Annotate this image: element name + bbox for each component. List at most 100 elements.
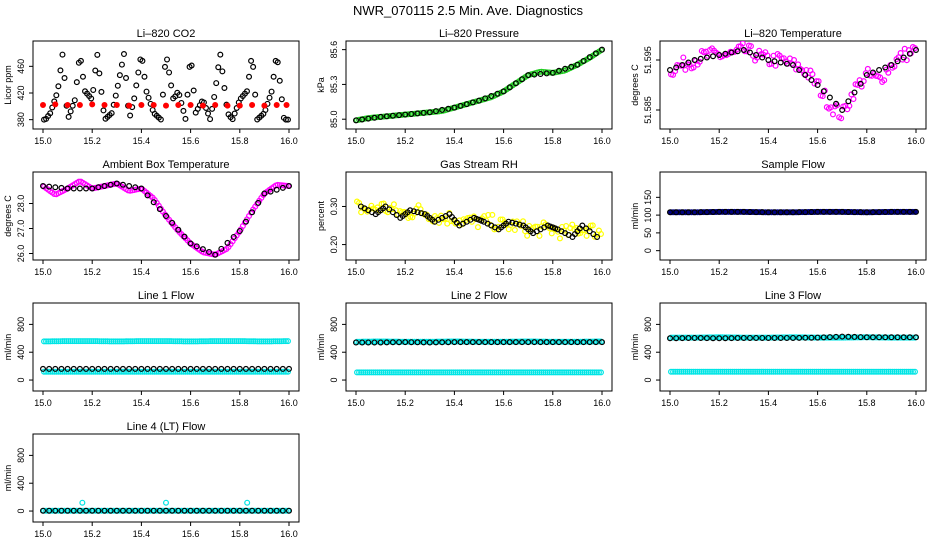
point-black [181,233,188,240]
point-cyan [217,338,224,345]
point-black [851,333,858,340]
point-cyan [79,338,86,345]
point-black [61,74,68,81]
point-black [101,183,108,190]
point-black [562,339,569,346]
point-cyan [844,368,851,375]
y-tick-label: 800 [643,317,653,332]
point-cyan [840,368,847,375]
y-tick-label: 400 [16,476,26,491]
point-cyan [276,338,283,345]
point-cyan [129,338,136,345]
y-tick-label: 800 [16,317,26,332]
point-red [39,101,46,108]
point-cyan [688,334,695,341]
point-cyan [518,369,525,376]
point-black [568,339,575,346]
point-cyan [194,368,201,375]
point-cyan [246,338,253,345]
point-cyan [834,368,841,375]
point-cyan [452,369,459,376]
point-black [126,507,133,514]
point-cyan [55,507,62,514]
point-cyan [909,368,916,375]
point-cyan [462,369,469,376]
point-green [546,69,553,76]
point-cyan [135,507,142,514]
point-cyan [674,368,681,375]
point-black [70,185,77,192]
point-black [159,91,166,98]
point-black [113,180,120,187]
point-cyan [49,338,56,345]
point-black [396,112,403,119]
point-cyan [192,368,199,375]
point-cyan [174,368,181,375]
plot-frame [32,171,300,261]
point-black [389,112,396,119]
point-cyan [178,507,185,514]
point-cyan [407,369,414,376]
point-cyan [711,368,718,375]
point-black [215,64,222,71]
point-black [869,69,876,76]
point-yellow [573,224,580,231]
point-cyan [670,334,677,341]
point-cyan [86,338,93,345]
point-black [268,88,275,95]
point-black [598,339,605,346]
x-tick-label: 15.6 [182,267,200,277]
point-black [284,116,291,123]
point-cyan [268,338,275,345]
point-cyan [270,507,277,514]
point-cyan [63,338,70,345]
point-cyan [760,368,767,375]
point-cyan [141,507,148,514]
plot-frame [345,171,613,261]
point-cyan [554,369,561,376]
point-yellow [442,215,449,222]
x-tick-label: 15.4 [446,398,464,408]
point-cyan [836,334,843,341]
point-cyan [567,369,574,376]
point-cyan [96,338,103,345]
point-magenta [747,43,754,50]
point-cyan [108,368,115,375]
x-tick-label: 16.0 [593,398,611,408]
point-cyan [503,369,510,376]
panel-co2: Li–820 CO2 Licor ppm 15.0 15.2 15.4 15.6 15.8 1… [3,28,300,146]
point-black [150,365,157,372]
point-black [53,92,60,99]
data-layer [353,338,605,376]
point-cyan [823,334,830,341]
point-cyan [766,368,773,375]
point-black [500,339,507,346]
point-black [746,209,753,216]
point-cyan [133,338,140,345]
point-black [404,209,411,216]
point-black [242,365,249,372]
point-cyan [374,369,381,376]
point-cyan [43,507,50,514]
point-yellow [524,232,531,239]
point-cyan [723,368,730,375]
point-cyan [709,368,716,375]
point-cyan [458,369,465,376]
point-black [666,335,673,342]
point-black [368,209,375,216]
point-cyan [597,369,604,376]
point-cyan [583,338,590,345]
x-tick-label: 15.6 [809,398,827,408]
point-cyan [737,334,744,341]
point-cyan [591,369,598,376]
plot-frame [659,40,927,130]
point-cyan [380,338,387,345]
point-cyan [207,338,214,345]
point-cyan [907,368,914,375]
point-black [95,507,102,514]
point-cyan [384,369,391,376]
point-cyan [94,368,101,375]
point-green [436,108,443,115]
point-black [187,365,194,372]
point-black [218,245,225,252]
